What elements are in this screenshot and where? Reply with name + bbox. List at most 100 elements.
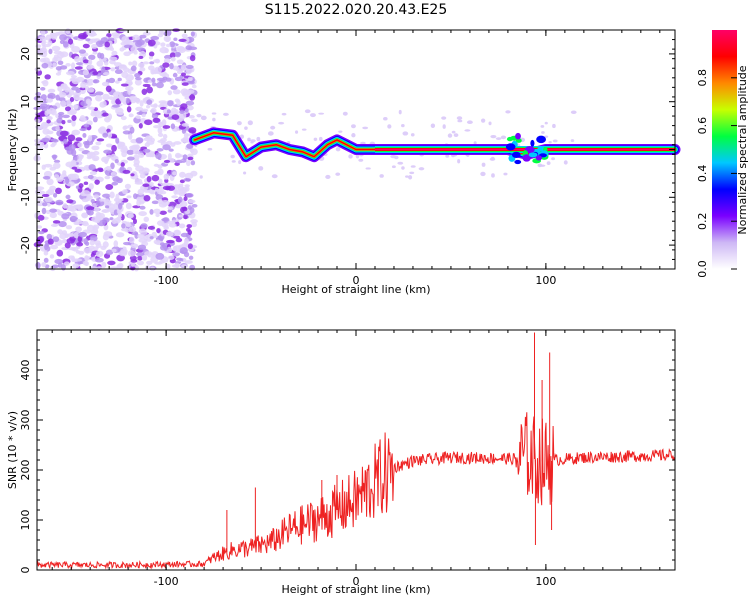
faint-dot: [457, 159, 461, 164]
noise-dot: [71, 86, 80, 91]
noise-dot: [53, 159, 61, 163]
noise-dot: [78, 147, 85, 152]
noise-dot: [128, 61, 133, 66]
noise-dot: [190, 118, 198, 123]
noise-dot: [166, 249, 173, 253]
faint-dot: [445, 154, 450, 158]
noise-dot: [171, 171, 177, 176]
noise-dot: [138, 169, 144, 175]
noise-dot: [69, 97, 75, 103]
noise-dot: [52, 62, 57, 68]
noise-dot: [185, 193, 194, 198]
noise-dot: [154, 58, 161, 64]
noise-dot: [88, 58, 93, 66]
colorbar: 0.0 0.2 0.4 0.6 0.8 Normalized spectral ampl…: [696, 30, 749, 278]
noise-dot: [82, 59, 90, 64]
noise-dot: [170, 85, 178, 90]
noise-dot: [46, 116, 53, 121]
noise-dot: [87, 87, 95, 93]
faint-dot: [408, 175, 413, 180]
noise-dot: [179, 171, 186, 178]
noise-dot: [181, 139, 190, 143]
faint-dot: [387, 124, 392, 129]
noise-dot: [86, 206, 95, 211]
noise-dot: [53, 162, 61, 169]
noise-dot: [95, 141, 102, 146]
faint-dot: [570, 110, 577, 115]
noise-dot: [101, 81, 110, 87]
noise-dot: [158, 121, 164, 128]
colorbar-label: Normalized spectral amplitude: [736, 65, 749, 234]
faint-dot: [397, 161, 404, 165]
noise-dot: [135, 98, 140, 104]
noise-dot: [185, 45, 193, 51]
noise-dot: [52, 192, 58, 198]
noise-dot: [63, 138, 68, 144]
noise-dot: [110, 153, 117, 161]
noise-dot: [66, 233, 75, 238]
noise-dot: [133, 154, 140, 161]
noise-dot: [58, 111, 65, 116]
noise-dot: [163, 173, 170, 180]
noise-dot: [159, 79, 167, 83]
noise-dot: [138, 152, 145, 158]
faint-dot: [351, 124, 356, 129]
faint-dot: [318, 136, 323, 142]
noise-dot: [82, 133, 87, 138]
noise-dot: [109, 191, 115, 199]
faint-dot: [402, 131, 409, 136]
noise-dot: [162, 144, 171, 151]
noise-dot: [89, 240, 95, 246]
noise-dot: [52, 220, 61, 224]
noise-dot: [35, 92, 42, 97]
noise-dot: [92, 71, 99, 76]
noise-dot: [111, 104, 121, 108]
noise-dot: [127, 213, 134, 219]
noise-dot: [134, 79, 142, 86]
noise-dot: [160, 244, 168, 251]
noise-dot: [111, 50, 118, 56]
noise-dot: [111, 32, 120, 37]
noise-dot: [156, 148, 164, 152]
noise-dot: [35, 97, 44, 104]
noise-dot: [135, 137, 144, 144]
ridge-blob: [522, 154, 531, 162]
noise-dot: [142, 148, 151, 153]
noise-dot: [146, 260, 153, 265]
noise-dot: [88, 54, 96, 61]
noise-dot: [44, 110, 49, 116]
noise-dot: [119, 64, 127, 69]
noise-dot: [41, 207, 47, 215]
noise-dot: [105, 166, 112, 171]
noise-dot: [109, 217, 114, 221]
noise-dot: [77, 142, 83, 148]
faint-dot: [236, 121, 242, 126]
noise-dot: [70, 62, 76, 69]
noise-dot: [145, 238, 152, 242]
faint-dot: [271, 174, 278, 179]
snr-xtick-label: -100: [154, 575, 179, 588]
faint-dot: [258, 166, 264, 171]
noise-dot: [183, 251, 190, 258]
noise-dot: [103, 231, 113, 237]
noise-dot: [166, 109, 171, 114]
noise-dot: [160, 183, 168, 187]
noise-dot: [84, 142, 90, 149]
noise-dot: [190, 31, 195, 37]
noise-dot: [82, 190, 91, 197]
noise-dot: [191, 84, 197, 89]
noise-dot: [178, 223, 186, 229]
noise-dot: [55, 187, 62, 195]
noise-dot: [159, 46, 169, 54]
noise-dot: [177, 46, 186, 54]
faint-dot: [503, 172, 508, 176]
noise-dot: [136, 47, 146, 51]
noise-dot: [131, 60, 138, 67]
noise-dot: [135, 106, 144, 112]
faint-dot: [211, 112, 217, 115]
faint-dot: [383, 117, 388, 121]
noise-dot: [66, 237, 75, 244]
noise-dot: [50, 143, 56, 148]
faint-dot: [544, 121, 548, 125]
noise-dot: [86, 78, 94, 84]
